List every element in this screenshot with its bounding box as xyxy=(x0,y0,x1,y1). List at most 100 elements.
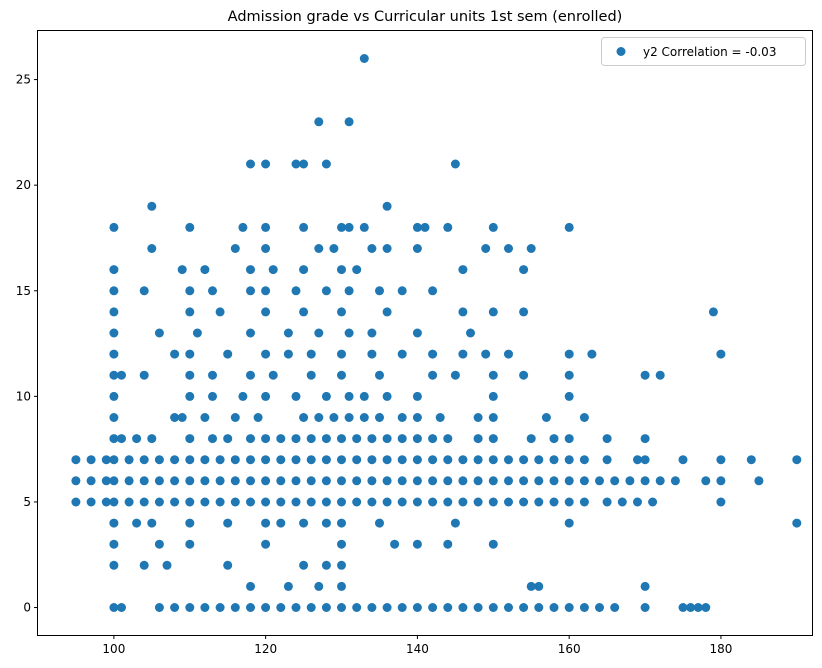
scatter-point xyxy=(504,476,513,486)
scatter-point xyxy=(109,349,119,359)
scatter-point xyxy=(488,497,498,507)
scatter-point xyxy=(443,455,453,465)
scatter-point xyxy=(208,434,217,444)
scatter-point xyxy=(162,560,172,570)
scatter-point xyxy=(526,434,536,444)
scatter-point xyxy=(246,434,255,444)
scatter-point xyxy=(337,349,346,359)
scatter-point xyxy=(109,413,119,422)
scatter-point xyxy=(412,455,422,465)
scatter-point xyxy=(504,497,513,507)
scatter-point xyxy=(473,413,483,422)
scatter-point xyxy=(246,370,255,380)
scatter-point xyxy=(367,349,377,359)
scatter-point xyxy=(519,265,529,275)
scatter-point xyxy=(337,370,346,380)
scatter-point xyxy=(541,413,551,422)
scatter-point xyxy=(185,307,195,317)
scatter-point xyxy=(170,603,180,612)
x-tick-label: 120 xyxy=(254,642,277,656)
scatter-point xyxy=(299,518,309,528)
scatter-point xyxy=(579,497,589,507)
scatter-point xyxy=(473,603,483,612)
scatter-point xyxy=(488,370,498,380)
scatter-point xyxy=(321,286,331,296)
scatter-point xyxy=(352,603,362,612)
scatter-point xyxy=(382,497,392,507)
scatter-point xyxy=(412,244,422,253)
scatter-point xyxy=(458,476,468,486)
scatter-point xyxy=(276,434,286,444)
scatter-point xyxy=(344,117,354,127)
scatter-point xyxy=(321,434,331,444)
scatter-point xyxy=(488,413,498,422)
scatter-point xyxy=(352,265,362,275)
scatter-point xyxy=(109,603,119,612)
y-tick-label: 25 xyxy=(16,73,31,87)
scatter-point xyxy=(261,222,271,232)
scatter-point xyxy=(367,244,377,253)
scatter-point xyxy=(640,434,650,444)
scatter-point xyxy=(397,286,407,296)
scatter-point xyxy=(185,391,195,401)
scatter-point xyxy=(382,307,392,317)
scatter-point xyxy=(534,476,544,486)
scatter-point xyxy=(595,603,604,612)
scatter-point xyxy=(412,413,422,422)
scatter-point xyxy=(215,603,225,612)
scatter-point xyxy=(185,455,195,465)
scatter-point xyxy=(215,476,225,486)
scatter-point xyxy=(382,201,392,211)
scatter-point xyxy=(359,413,369,422)
scatter-point xyxy=(473,434,483,444)
scatter-point xyxy=(390,539,400,549)
scatter-point xyxy=(283,581,293,591)
scatter-point xyxy=(488,307,498,317)
scatter-point xyxy=(261,391,271,401)
scatter-point xyxy=(481,349,491,359)
scatter-point xyxy=(367,328,377,338)
scatter-point xyxy=(412,497,422,507)
scatter-point xyxy=(208,370,217,380)
scatter-point xyxy=(337,476,346,486)
scatter-point xyxy=(564,518,574,528)
scatter-point xyxy=(109,391,119,401)
scatter-point xyxy=(306,603,316,612)
scatter-point xyxy=(314,581,324,591)
scatter-point xyxy=(488,603,498,612)
scatter-point xyxy=(109,328,119,338)
scatter-point xyxy=(230,455,240,465)
scatter-point xyxy=(337,222,346,232)
scatter-point xyxy=(504,603,513,612)
scatter-point xyxy=(428,286,438,296)
scatter-point xyxy=(443,539,453,549)
scatter-point xyxy=(223,434,233,444)
scatter-point xyxy=(306,476,316,486)
scatter-point xyxy=(124,497,134,507)
scatter-point xyxy=(367,455,377,465)
scatter-point xyxy=(458,497,468,507)
scatter-point xyxy=(109,476,119,486)
scatter-point xyxy=(579,603,589,612)
scatter-point xyxy=(450,159,460,169)
scatter-point xyxy=(519,455,529,465)
scatter-point xyxy=(519,370,529,380)
legend-marker xyxy=(616,47,626,56)
y-tick-label: 5 xyxy=(23,495,31,509)
scatter-point xyxy=(534,497,544,507)
scatter-point xyxy=(329,244,339,253)
scatter-point xyxy=(412,476,422,486)
scatter-point xyxy=(314,413,324,422)
scatter-point xyxy=(344,328,354,338)
x-axis-ticks: 100 120 140 160 180 xyxy=(102,635,732,656)
scatter-point xyxy=(443,476,453,486)
scatter-point xyxy=(200,476,210,486)
scatter-point xyxy=(185,349,195,359)
y-tick-label: 0 xyxy=(23,601,31,615)
scatter-point xyxy=(337,455,346,465)
scatter-point xyxy=(337,581,346,591)
scatter-point xyxy=(109,560,119,570)
scatter-point xyxy=(223,560,233,570)
scatter-point xyxy=(200,455,210,465)
scatter-point xyxy=(412,222,422,232)
